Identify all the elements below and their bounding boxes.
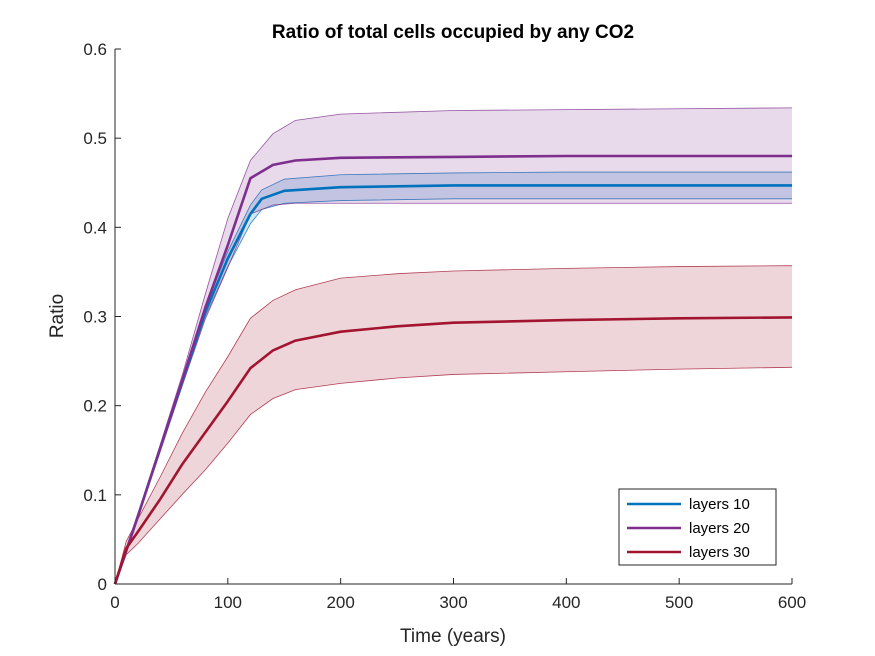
legend: layers 10 layers 20 layers 30 [618, 488, 777, 566]
y-tick-label: 0.5 [83, 129, 107, 148]
line-series-2 [113, 154, 792, 585]
x-axis-label: Time (years) [400, 626, 506, 647]
y-tick-label: 0.3 [83, 308, 107, 327]
x-tick-label: 0 [110, 593, 119, 612]
y-tick-label: 0.1 [83, 486, 107, 505]
band-lower-edge-3 [114, 366, 793, 585]
line-series-3 [113, 316, 793, 585]
y-tick-label: 0 [98, 575, 107, 594]
band-upper-edge-3 [114, 265, 793, 585]
y-tick-label: 0.2 [83, 397, 107, 416]
series-lines [113, 154, 793, 585]
ticks: 0 100 200 300 400 500 600 0 0.1 0.2 0.3 0.4 0.5 0.6 [83, 40, 806, 612]
y-tick-label: 0.4 [83, 218, 107, 237]
legend-label-3: layers 30 [689, 544, 750, 561]
y-tick-label: 0.6 [83, 40, 107, 59]
x-tick-label: 200 [326, 593, 354, 612]
chart-title: Ratio of total cells occupied by any CO2 [272, 22, 634, 43]
x-tick-label: 500 [665, 593, 693, 612]
x-tick-label: 400 [552, 593, 580, 612]
x-tick-label: 300 [439, 593, 467, 612]
x-tick-label: 600 [778, 593, 806, 612]
legend-label-1: layers 10 [689, 496, 750, 513]
y-axis-label: Ratio [47, 294, 68, 338]
legend-label-2: layers 20 [689, 520, 750, 537]
x-tick-label: 100 [214, 593, 242, 612]
